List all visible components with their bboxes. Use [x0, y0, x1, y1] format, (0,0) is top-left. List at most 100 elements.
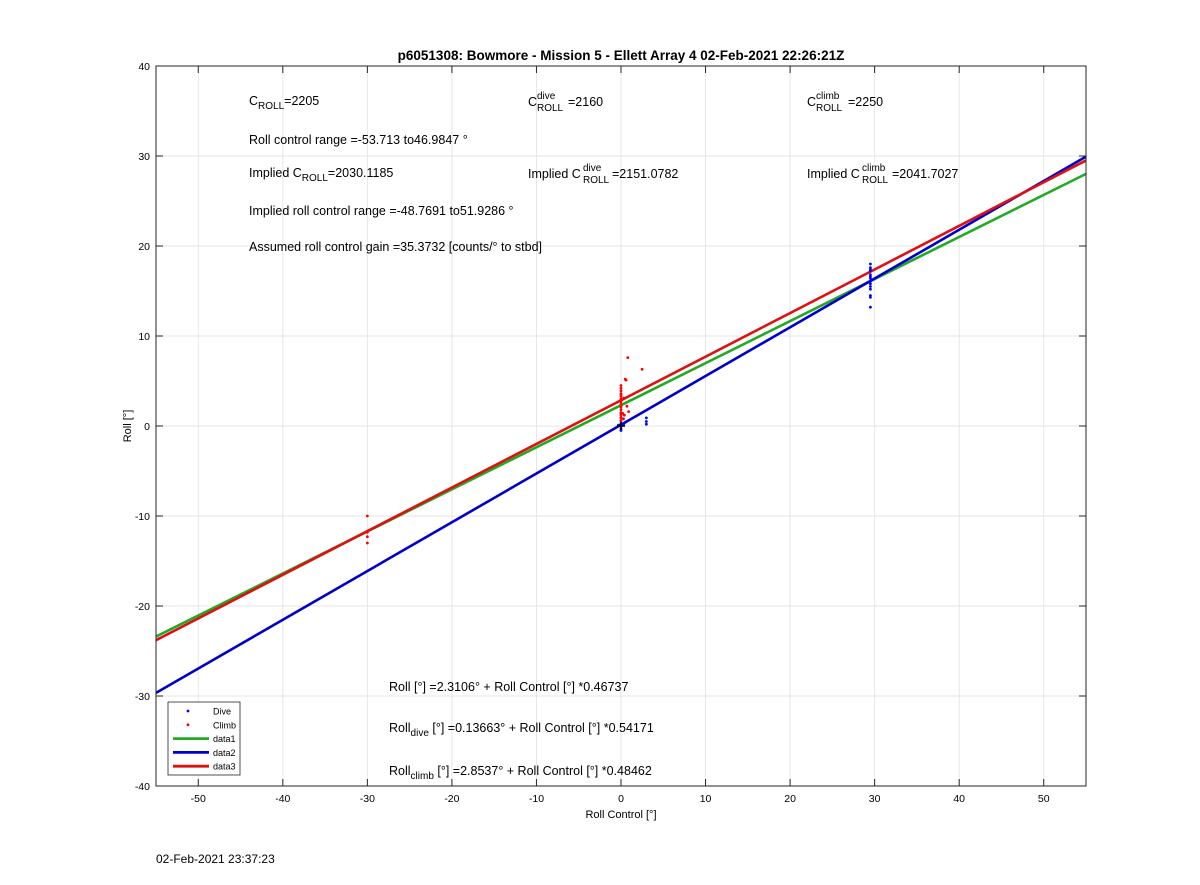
- dive-point: [869, 287, 872, 291]
- dive-point: [644, 416, 648, 420]
- x-tick-label: -40: [275, 793, 290, 805]
- x-tick-label: 20: [784, 793, 796, 805]
- climb-point: [365, 530, 369, 534]
- y-tick-label: 30: [138, 151, 150, 163]
- climb-point: [622, 417, 625, 421]
- climb-point: [621, 412, 625, 415]
- svg-text:ROLL: ROLL: [862, 175, 889, 186]
- svg-text:=2151.0782: =2151.0782: [612, 167, 678, 181]
- y-tick-label: 10: [138, 331, 150, 343]
- svg-text:ROLL: ROLL: [537, 103, 564, 114]
- footer-timestamp: 02-Feb-2021 23:37:23: [156, 852, 275, 866]
- roll-control-gain: Assumed roll control gain =35.3732 [coun…: [249, 240, 542, 254]
- climb-point: [627, 410, 631, 413]
- svg-text:climb: climb: [816, 91, 840, 102]
- svg-text:climb: climb: [862, 163, 886, 174]
- climb-point: [619, 393, 623, 396]
- roll-control-range: Roll control range =-53.713 to46.9847 °: [249, 133, 468, 147]
- svg-text:dive: dive: [537, 91, 556, 102]
- svg-text:=2041.7027: =2041.7027: [892, 167, 958, 181]
- y-tick-label: 0: [144, 421, 150, 433]
- legend-label-dive: Dive: [213, 707, 231, 717]
- legend-label-data3: data3: [213, 762, 236, 772]
- equation-dive: Rolldive [°] =0.13663° + Roll Control [°…: [389, 721, 654, 739]
- x-axis-label: Roll Control [°]: [585, 809, 656, 821]
- dive-point: [869, 305, 872, 309]
- climb-point: [619, 403, 623, 406]
- dive-point: [869, 285, 872, 288]
- climb-point: [619, 408, 623, 412]
- c-climb-annotation: C climb ROLL =2250: [807, 91, 883, 114]
- svg-text:=2250: =2250: [848, 95, 883, 109]
- climb-point: [619, 413, 623, 417]
- climb-point: [619, 416, 623, 420]
- dive-point: [869, 268, 872, 271]
- climb-point: [619, 398, 623, 402]
- svg-text:C: C: [528, 95, 537, 109]
- climb-point: [619, 419, 623, 422]
- svg-text:C: C: [807, 95, 816, 109]
- legend: Dive Climb data1 data2 data3: [167, 701, 241, 776]
- climb-point: [365, 541, 369, 545]
- implied-c-dive: Implied C dive ROLL =2151.0782: [528, 163, 678, 186]
- equation-climb: Rollclimb [°] =2.8537° + Roll Control [°…: [389, 764, 652, 782]
- dive-point: [644, 422, 648, 426]
- climb-point: [619, 389, 623, 393]
- climb-point: [640, 367, 644, 371]
- annotations: CROLL=2205 C dive ROLL =2160 C climb ROL…: [249, 91, 958, 782]
- y-tick-label: 20: [138, 241, 150, 253]
- x-tick-label: -30: [360, 793, 375, 805]
- svg-text:ROLL: ROLL: [816, 103, 843, 114]
- climb-point: [365, 514, 369, 518]
- svg-text:Implied C: Implied C: [528, 167, 581, 181]
- x-tick-label: 40: [953, 793, 965, 805]
- implied-roll-range: Implied roll control range =-48.7691 to5…: [249, 204, 514, 218]
- climb-point: [626, 356, 630, 359]
- legend-label-data1: data1: [213, 734, 236, 744]
- legend-label-data2: data2: [213, 748, 236, 758]
- climb-point: [619, 386, 623, 390]
- data-points: [365, 262, 872, 545]
- dive-point: [869, 275, 872, 278]
- legend-label-climb: Climb: [213, 720, 236, 730]
- dive-point: [869, 282, 872, 286]
- axis-ticks: -50 -40 -30 -20 -10 0 10 20 30 40 50 -40 -30 -20 -10 0 1…: [135, 61, 1086, 805]
- c-roll-annotation: CROLL=2205: [249, 94, 319, 112]
- climb-point: [625, 404, 629, 408]
- climb-point: [619, 384, 623, 387]
- x-tick-label: -20: [444, 793, 459, 805]
- legend-marker-dive: [186, 709, 190, 713]
- legend-marker-climb: [186, 723, 190, 727]
- y-axis-label: Roll [°]: [122, 410, 134, 443]
- dive-point: [869, 279, 872, 283]
- svg-text:ROLL: ROLL: [583, 175, 610, 186]
- x-tick-label: 10: [700, 793, 712, 805]
- dive-point: [623, 421, 627, 424]
- climb-point: [365, 535, 369, 539]
- x-tick-label: -50: [191, 793, 206, 805]
- equation-all: Roll [°] =2.3106° + Roll Control [°] *0.…: [389, 680, 628, 694]
- climb-point: [624, 378, 628, 382]
- c-dive-annotation: C dive ROLL =2160: [528, 91, 603, 114]
- climb-point: [622, 413, 626, 417]
- dive-point: [869, 295, 872, 299]
- implied-c-roll: Implied CROLL=2030.1185: [249, 166, 393, 184]
- svg-text:Implied C: Implied C: [807, 167, 860, 181]
- svg-text:dive: dive: [583, 163, 602, 174]
- y-tick-label: -10: [135, 511, 150, 523]
- y-tick-label: -30: [135, 691, 150, 703]
- dive-point: [622, 422, 625, 426]
- dive-point: [644, 420, 648, 423]
- y-tick-label: 40: [138, 61, 150, 73]
- y-tick-label: -40: [135, 781, 150, 793]
- x-tick-label: 0: [618, 793, 624, 805]
- implied-c-climb: Implied C climb ROLL =2041.7027: [807, 163, 958, 186]
- climb-point: [622, 396, 625, 400]
- x-tick-label: 50: [1038, 793, 1050, 805]
- x-tick-label: 30: [869, 793, 881, 805]
- x-tick-label: -10: [529, 793, 544, 805]
- chart-title: p6051308: Bowmore - Mission 5 - Ellett A…: [398, 48, 845, 63]
- y-tick-label: -20: [135, 601, 150, 613]
- svg-text:=2160: =2160: [568, 95, 603, 109]
